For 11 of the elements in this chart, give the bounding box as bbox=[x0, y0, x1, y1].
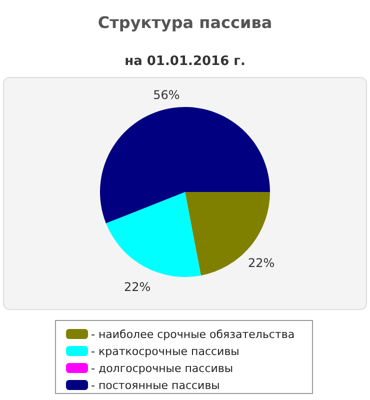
data-label: 56% bbox=[153, 88, 180, 102]
data-label: 22% bbox=[248, 256, 275, 270]
legend-label: - краткосрочные пассивы bbox=[91, 345, 240, 358]
chart-title: Структура пассива bbox=[98, 13, 272, 32]
legend-label: - долгосрочные пассивы bbox=[91, 362, 234, 375]
legend-label: - постоянные пассивы bbox=[91, 379, 220, 392]
legend-label: - наиболее срочные обязательства bbox=[91, 328, 295, 341]
pie-slice bbox=[100, 107, 270, 224]
data-label: 22% bbox=[124, 280, 151, 294]
chart-subtitle: на 01.01.2016 г. bbox=[124, 54, 246, 69]
pie-slice bbox=[106, 192, 201, 277]
